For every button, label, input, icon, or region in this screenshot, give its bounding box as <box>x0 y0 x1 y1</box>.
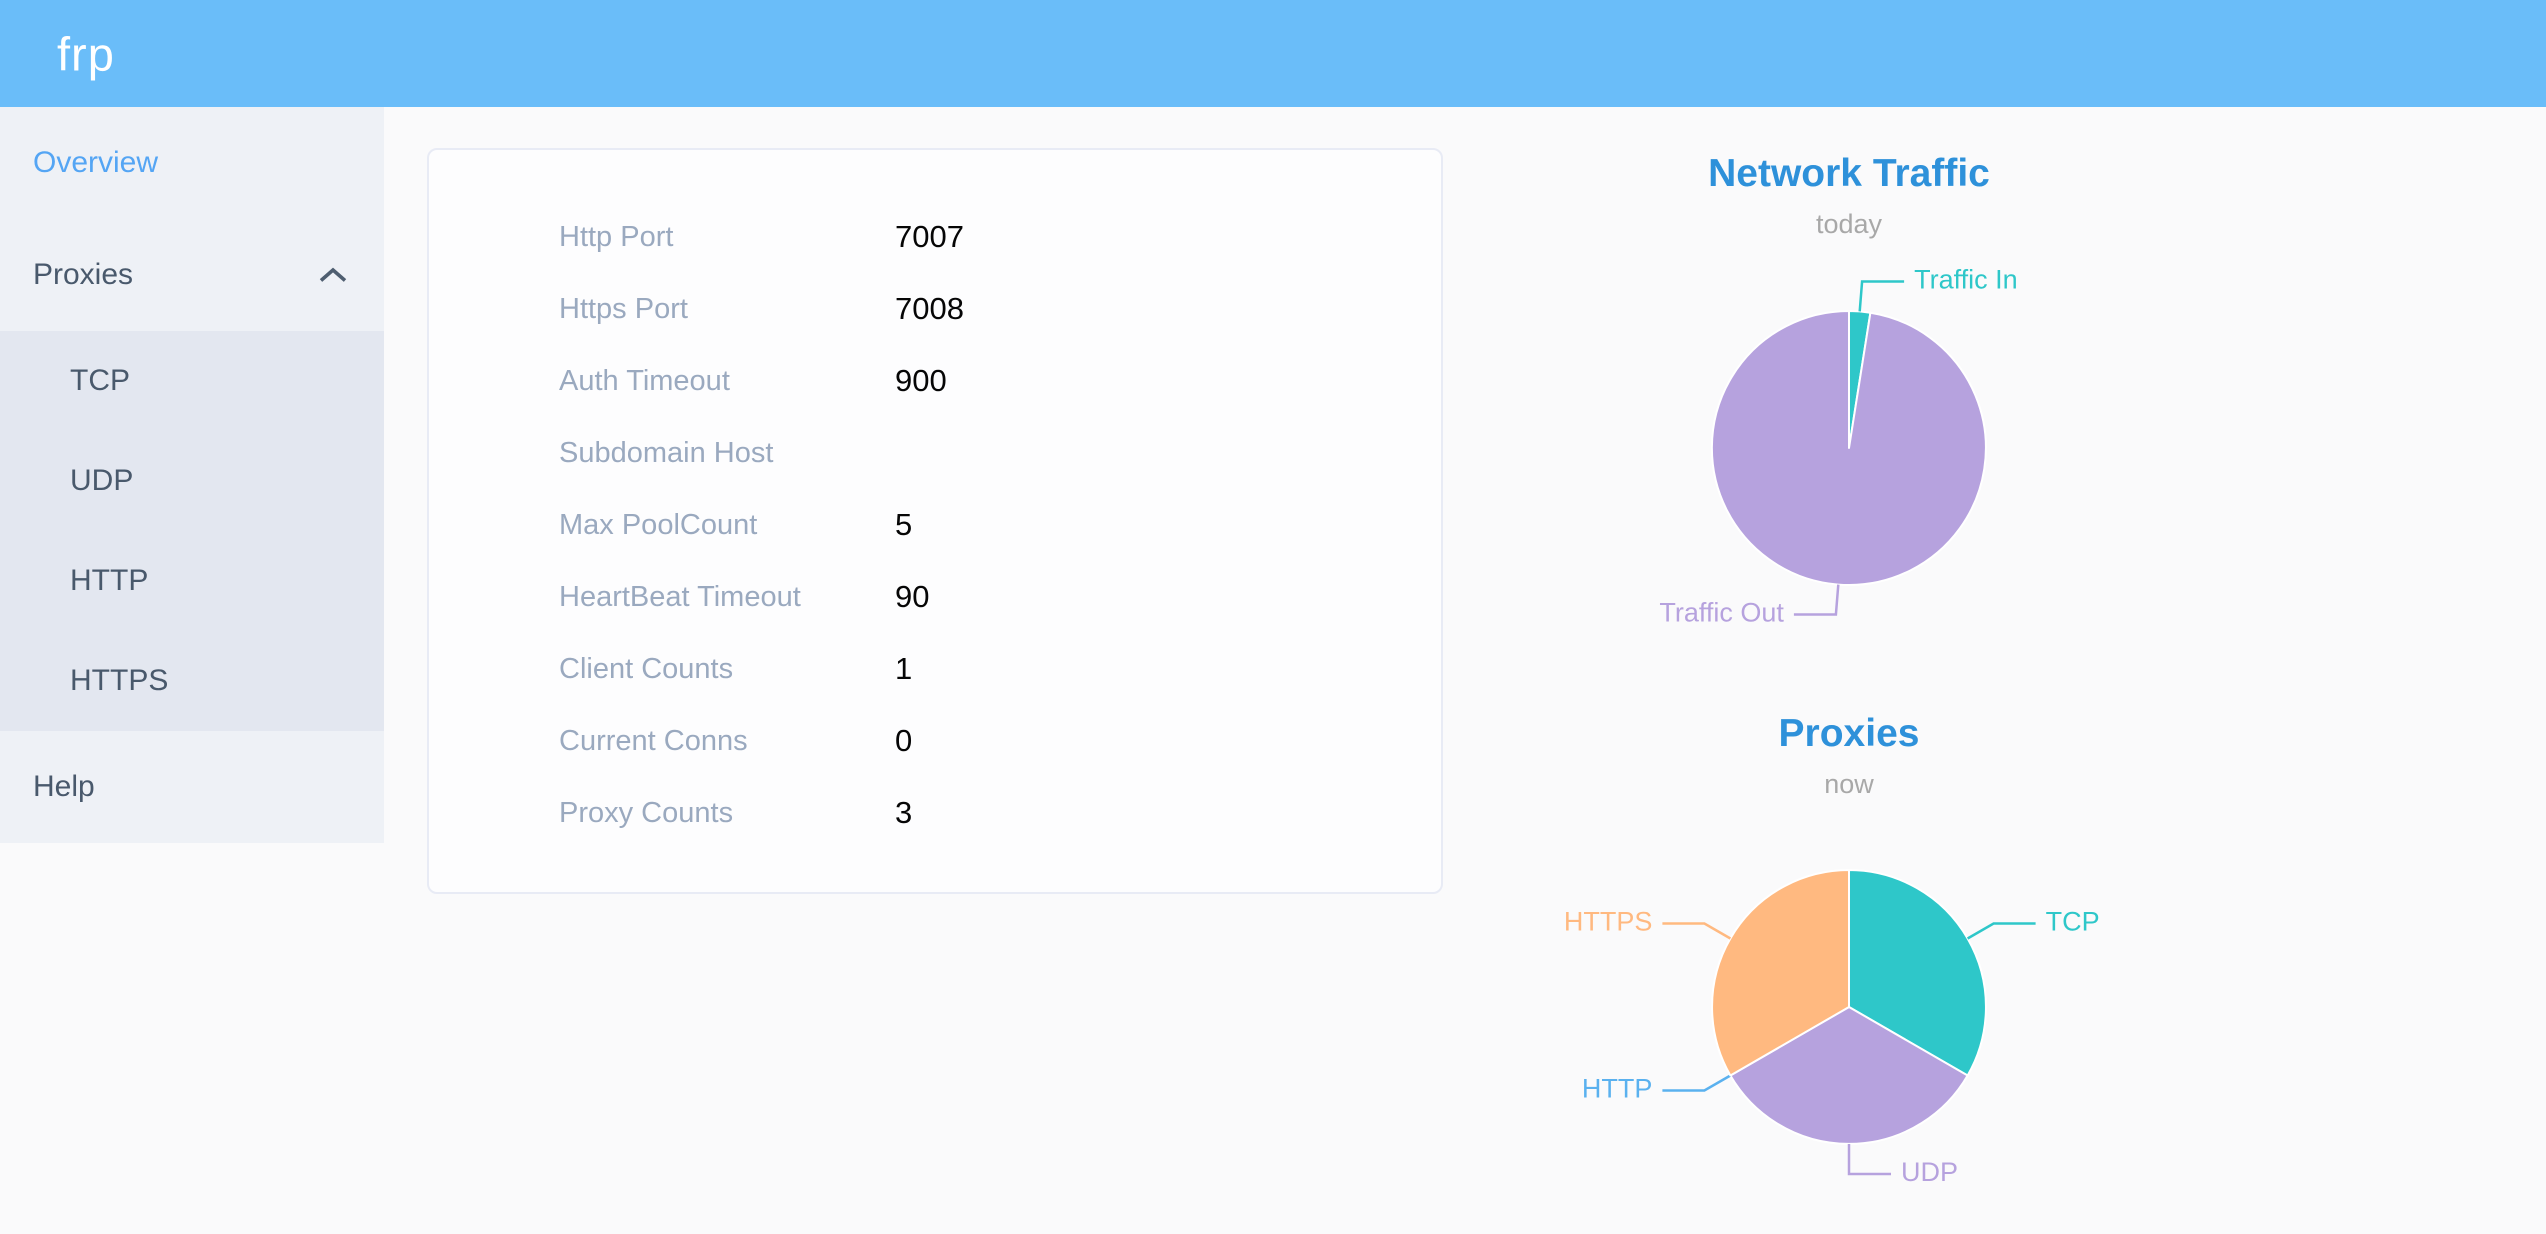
sidebar-submenu-proxies: TCP UDP HTTP HTTPS <box>0 331 384 731</box>
field-label: Max PoolCount <box>559 508 758 541</box>
sidebar-item-label: HTTP <box>70 564 149 597</box>
field-label: Client Counts <box>559 652 734 685</box>
pie-slice-udp[interactable] <box>1729 1006 1969 1145</box>
pie-label-udp: UDP <box>1901 1157 1958 1187</box>
config-card: Http Port 7007 Https Port 7008 Auth Timeout 9… <box>427 148 1443 894</box>
sidebar-item-label: HTTPS <box>70 664 169 697</box>
sidebar-item-proxies[interactable]: Proxies <box>0 219 384 331</box>
field-value: 7007 <box>895 219 964 254</box>
field-label: Current Conns <box>559 724 748 757</box>
field-label: HeartBeat Timeout <box>559 580 801 613</box>
pie-label-tcp: TCP <box>2046 907 2100 937</box>
sidebar-item-label: Overview <box>33 146 159 179</box>
sidebar-menu: Overview Proxies TCP UDP HTTP HTTPS Help <box>0 107 384 843</box>
field-value: 90 <box>895 579 930 614</box>
field-label: Http Port <box>559 220 674 253</box>
pie-label-http: HTTP <box>1582 1074 1653 1104</box>
pie-slice-tcp[interactable] <box>1848 869 1987 1077</box>
sidebar-item-label: Proxies <box>33 258 134 291</box>
pie-label-line-http <box>1662 1074 1732 1092</box>
sidebar-item-udp[interactable]: UDP <box>0 431 384 531</box>
proxies-chart: Proxies now TCP UDP HTTP HTTPS <box>1509 706 2189 1234</box>
field-label: Https Port <box>559 292 688 325</box>
sidebar-item-label: UDP <box>70 464 134 497</box>
network-traffic-pie: Traffic In Traffic Out <box>1659 265 2018 628</box>
sidebar-item-help[interactable]: Help <box>0 731 384 843</box>
pie-label-line-traffic-out <box>1793 584 1840 616</box>
sidebar-item-label: TCP <box>70 364 130 397</box>
config-row: HeartBeat Timeout 90 <box>429 561 1441 633</box>
field-value: 1 <box>895 651 913 686</box>
chevron-up-icon <box>319 267 347 282</box>
pie-label-traffic-in: Traffic In <box>1914 265 2018 295</box>
pie-label-line-tcp <box>1966 922 2036 940</box>
field-label: Proxy Counts <box>559 796 734 829</box>
network-traffic-chart: Network Traffic today Traffic In Traffic … <box>1509 146 2189 686</box>
config-row: Http Port 7007 <box>429 201 1441 273</box>
field-label: Auth Timeout <box>559 364 730 397</box>
pie-label-line-https <box>1662 922 1732 940</box>
chart-title: Proxies <box>1778 712 1920 755</box>
config-row: Max PoolCount 5 <box>429 489 1441 561</box>
pie-slice-https[interactable] <box>1711 869 1850 1077</box>
config-rows: Http Port 7007 Https Port 7008 Auth Timeout 9… <box>429 201 1441 849</box>
sidebar-item-overview[interactable]: Overview <box>0 107 384 219</box>
config-row: Https Port 7008 <box>429 273 1441 345</box>
proxies-pie: TCP UDP HTTP HTTPS <box>1564 869 2100 1187</box>
pie-label-line-udp <box>1847 1144 1891 1176</box>
field-value: 0 <box>895 723 913 758</box>
pie-label-traffic-out: Traffic Out <box>1659 598 1784 628</box>
field-value: 7008 <box>895 291 964 326</box>
field-value: 5 <box>895 507 913 542</box>
sidebar-item-tcp[interactable]: TCP <box>0 331 384 431</box>
sidebar-item-http[interactable]: HTTP <box>0 531 384 631</box>
pie-label-line-traffic-in <box>1858 280 1905 312</box>
pie-label-https: HTTPS <box>1564 907 1653 937</box>
sidebar-item-https[interactable]: HTTPS <box>0 631 384 731</box>
field-value: 3 <box>895 795 913 830</box>
pie-slice-traffic-out[interactable] <box>1710 310 1987 586</box>
field-label: Subdomain Host <box>559 436 774 469</box>
field-value: 900 <box>895 363 947 398</box>
config-row: Client Counts 1 <box>429 633 1441 705</box>
chart-title: Network Traffic <box>1708 152 1990 195</box>
app-header: frp <box>0 0 2546 107</box>
config-row: Current Conns 0 <box>429 705 1441 777</box>
chart-subtitle: today <box>1815 209 1883 239</box>
config-row: Subdomain Host <box>429 417 1441 489</box>
app-logo: frp <box>57 27 115 80</box>
config-row: Proxy Counts 3 <box>429 777 1441 849</box>
config-row: Auth Timeout 900 <box>429 345 1441 417</box>
chart-subtitle: now <box>1824 769 1874 799</box>
sidebar-item-label: Help <box>33 770 95 803</box>
